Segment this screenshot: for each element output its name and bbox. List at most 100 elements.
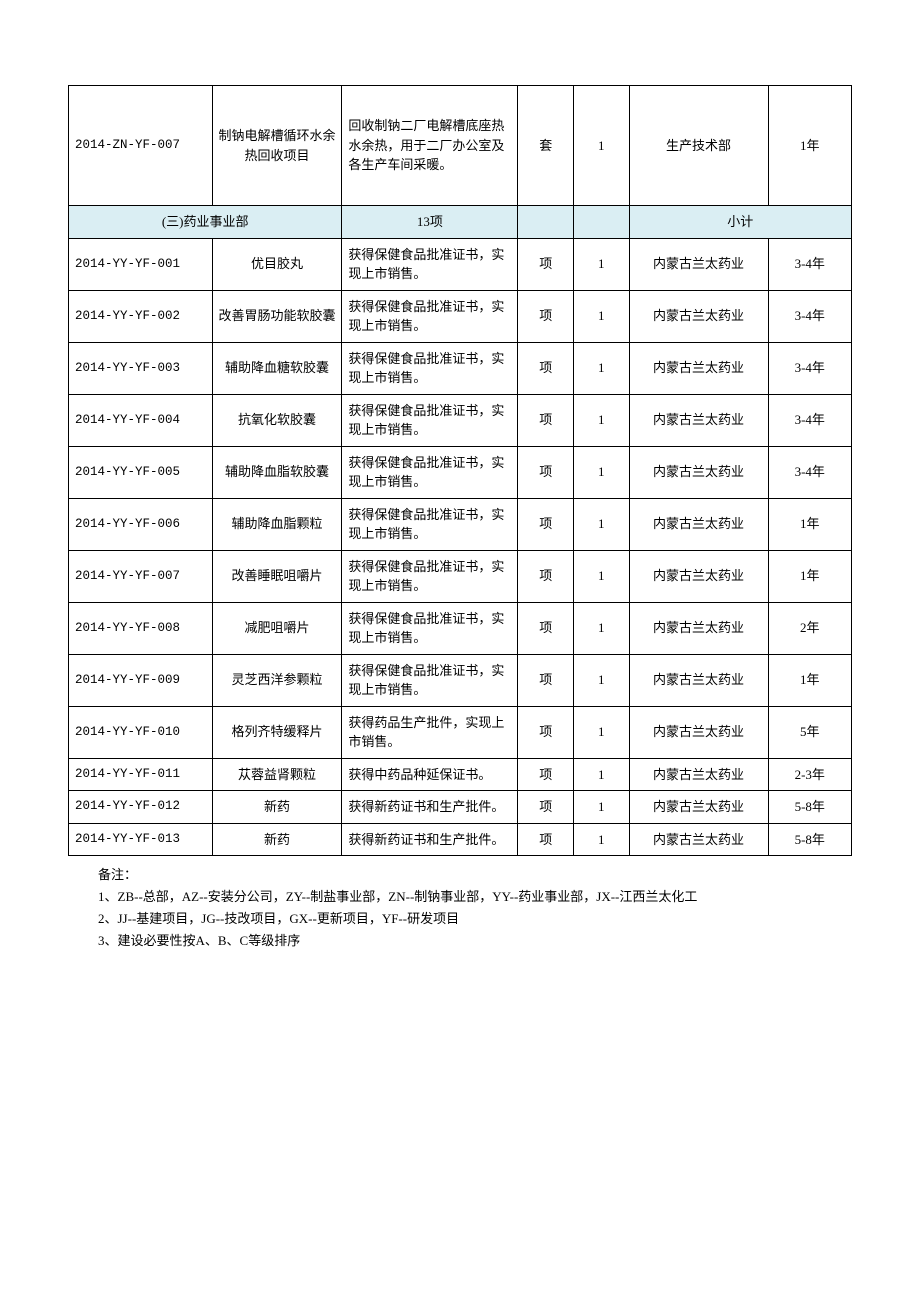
section-header-row: (三)药业事业部 13项 小计 [69, 206, 852, 239]
cell-unit: 项 [518, 342, 574, 394]
cell-dept: 内蒙古兰太药业 [629, 290, 768, 342]
table-row: 2014-YY-YF-001优目胶丸获得保健食品批准证书，实现上市销售。项1内蒙… [69, 238, 852, 290]
table-row: 2014-YY-YF-011苁蓉益肾颗粒获得中药品种延保证书。项1内蒙古兰太药业… [69, 758, 852, 791]
section-title: (三)药业事业部 [69, 206, 342, 239]
cell-duration: 3-4年 [768, 394, 851, 446]
cell-unit: 项 [518, 498, 574, 550]
cell-duration: 5-8年 [768, 823, 851, 856]
cell-code: 2014-ZN-YF-007 [69, 86, 213, 206]
cell-unit: 项 [518, 706, 574, 758]
cell-desc: 回收制钠二厂电解槽底座热水余热，用于二厂办公室及各生产车间采暖。 [342, 86, 518, 206]
cell-duration: 2年 [768, 602, 851, 654]
table-row: 2014-YY-YF-007改善睡眠咀嚼片获得保健食品批准证书，实现上市销售。项… [69, 550, 852, 602]
table-row: 2014-YY-YF-003辅助降血糖软胶囊获得保健食品批准证书，实现上市销售。… [69, 342, 852, 394]
cell-qty: 1 [573, 758, 629, 791]
cell-desc: 获得新药证书和生产批件。 [342, 823, 518, 856]
notes-line: 2、JJ--基建项目，JG--技改项目，GX--更新项目，YF--研发项目 [98, 908, 852, 930]
cell-dept: 内蒙古兰太药业 [629, 498, 768, 550]
table-row: 2014-YY-YF-010格列齐特缓释片获得药品生产批件，实现上市销售。项1内… [69, 706, 852, 758]
cell-name: 苁蓉益肾颗粒 [212, 758, 342, 791]
cell-dept: 内蒙古兰太药业 [629, 791, 768, 824]
cell-code: 2014-YY-YF-009 [69, 654, 213, 706]
cell-unit: 套 [518, 86, 574, 206]
cell-qty: 1 [573, 238, 629, 290]
cell-unit: 项 [518, 238, 574, 290]
cell-desc: 获得保健食品批准证书，实现上市销售。 [342, 654, 518, 706]
cell-duration: 1年 [768, 498, 851, 550]
cell-name: 辅助降血脂颗粒 [212, 498, 342, 550]
cell-dept: 内蒙古兰太药业 [629, 706, 768, 758]
cell-code: 2014-YY-YF-001 [69, 238, 213, 290]
cell-unit: 项 [518, 446, 574, 498]
notes-line: 3、建设必要性按A、B、C等级排序 [98, 930, 852, 952]
cell-name: 抗氧化软胶囊 [212, 394, 342, 446]
cell-dept: 内蒙古兰太药业 [629, 550, 768, 602]
cell-desc: 获得保健食品批准证书，实现上市销售。 [342, 446, 518, 498]
cell-unit: 项 [518, 758, 574, 791]
cell-dept: 内蒙古兰太药业 [629, 446, 768, 498]
cell-dept: 内蒙古兰太药业 [629, 823, 768, 856]
cell-code: 2014-YY-YF-013 [69, 823, 213, 856]
cell-qty: 1 [573, 706, 629, 758]
cell-qty: 1 [573, 602, 629, 654]
notes-line: 1、ZB--总部，AZ--安装分公司，ZY--制盐事业部，ZN--制钠事业部，Y… [98, 886, 852, 908]
table-row: 2014-YY-YF-009灵芝西洋参颗粒获得保健食品批准证书，实现上市销售。项… [69, 654, 852, 706]
cell-unit: 项 [518, 791, 574, 824]
table-row: 2014-ZN-YF-007 制钠电解槽循环水余热回收项目 回收制钠二厂电解槽底… [69, 86, 852, 206]
cell-desc: 获得保健食品批准证书，实现上市销售。 [342, 342, 518, 394]
cell-name: 优目胶丸 [212, 238, 342, 290]
cell-code: 2014-YY-YF-008 [69, 602, 213, 654]
cell-duration: 3-4年 [768, 238, 851, 290]
cell-code: 2014-YY-YF-004 [69, 394, 213, 446]
projects-table: 2014-ZN-YF-007 制钠电解槽循环水余热回收项目 回收制钠二厂电解槽底… [68, 85, 852, 856]
cell-dept: 内蒙古兰太药业 [629, 394, 768, 446]
section-empty [518, 206, 574, 239]
cell-name: 制钠电解槽循环水余热回收项目 [212, 86, 342, 206]
cell-code: 2014-YY-YF-002 [69, 290, 213, 342]
cell-code: 2014-YY-YF-006 [69, 498, 213, 550]
cell-duration: 5年 [768, 706, 851, 758]
cell-code: 2014-YY-YF-011 [69, 758, 213, 791]
cell-unit: 项 [518, 654, 574, 706]
cell-name: 新药 [212, 823, 342, 856]
cell-name: 格列齐特缓释片 [212, 706, 342, 758]
cell-name: 辅助降血糖软胶囊 [212, 342, 342, 394]
cell-desc: 获得保健食品批准证书，实现上市销售。 [342, 394, 518, 446]
cell-dept: 内蒙古兰太药业 [629, 654, 768, 706]
table-row: 2014-YY-YF-006辅助降血脂颗粒获得保健食品批准证书，实现上市销售。项… [69, 498, 852, 550]
cell-name: 灵芝西洋参颗粒 [212, 654, 342, 706]
cell-qty: 1 [573, 290, 629, 342]
cell-desc: 获得保健食品批准证书，实现上市销售。 [342, 290, 518, 342]
table-row: 2014-YY-YF-004抗氧化软胶囊获得保健食品批准证书，实现上市销售。项1… [69, 394, 852, 446]
cell-qty: 1 [573, 86, 629, 206]
cell-unit: 项 [518, 290, 574, 342]
cell-qty: 1 [573, 823, 629, 856]
table-row: 2014-YY-YF-012新药获得新药证书和生产批件。项1内蒙古兰太药业5-8… [69, 791, 852, 824]
cell-unit: 项 [518, 823, 574, 856]
cell-duration: 1年 [768, 654, 851, 706]
cell-duration: 1年 [768, 550, 851, 602]
cell-qty: 1 [573, 498, 629, 550]
cell-unit: 项 [518, 550, 574, 602]
table-row: 2014-YY-YF-002改善胃肠功能软胶囊获得保健食品批准证书，实现上市销售… [69, 290, 852, 342]
cell-duration: 5-8年 [768, 791, 851, 824]
section-count: 13项 [342, 206, 518, 239]
cell-code: 2014-YY-YF-007 [69, 550, 213, 602]
cell-duration: 3-4年 [768, 342, 851, 394]
cell-code: 2014-YY-YF-010 [69, 706, 213, 758]
notes-header: 备注： [98, 864, 852, 886]
cell-name: 辅助降血脂软胶囊 [212, 446, 342, 498]
cell-desc: 获得保健食品批准证书，实现上市销售。 [342, 550, 518, 602]
cell-qty: 1 [573, 446, 629, 498]
section-empty [573, 206, 629, 239]
table-row: 2014-YY-YF-005辅助降血脂软胶囊获得保健食品批准证书，实现上市销售。… [69, 446, 852, 498]
cell-qty: 1 [573, 394, 629, 446]
cell-desc: 获得药品生产批件，实现上市销售。 [342, 706, 518, 758]
cell-dept: 内蒙古兰太药业 [629, 602, 768, 654]
cell-dept: 内蒙古兰太药业 [629, 238, 768, 290]
cell-duration: 3-4年 [768, 290, 851, 342]
cell-qty: 1 [573, 550, 629, 602]
cell-desc: 获得保健食品批准证书，实现上市销售。 [342, 602, 518, 654]
table-row: 2014-YY-YF-013新药获得新药证书和生产批件。项1内蒙古兰太药业5-8… [69, 823, 852, 856]
cell-dept: 内蒙古兰太药业 [629, 342, 768, 394]
